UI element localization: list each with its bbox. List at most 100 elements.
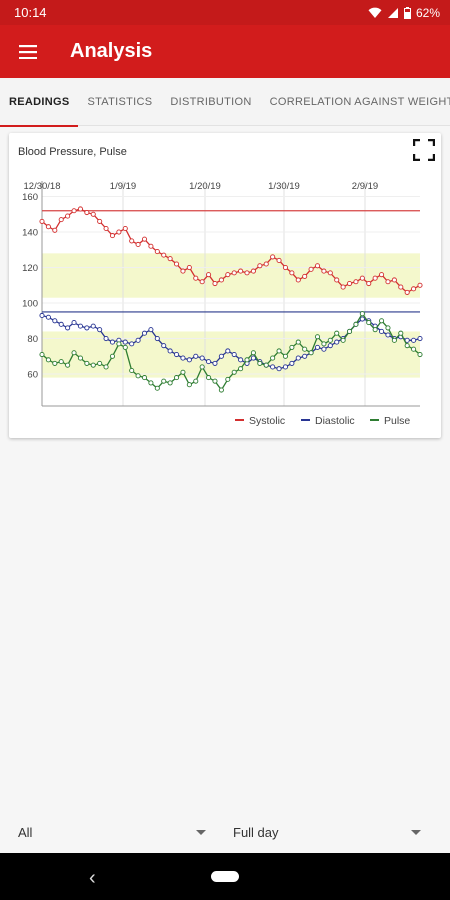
data-point-diastolic (141, 330, 148, 336)
chart-title: Blood Pressure, Pulse (18, 146, 127, 158)
data-point-diastolic (109, 339, 116, 345)
data-point-systolic (193, 275, 199, 281)
data-point-diastolic (282, 364, 289, 370)
data-point-pulse (366, 320, 372, 326)
data-point-pulse (161, 378, 167, 384)
data-point-systolic (135, 241, 141, 248)
data-point-systolic (366, 280, 372, 287)
data-point-diastolic (103, 335, 109, 342)
data-point-pulse (411, 346, 417, 352)
data-point-pulse (282, 353, 289, 359)
data-point-pulse (186, 382, 192, 388)
menu-button[interactable] (0, 25, 56, 78)
data-point-pulse (289, 344, 295, 350)
data-point-diastolic (321, 346, 327, 352)
home-button[interactable] (211, 871, 239, 882)
data-point-systolic (199, 279, 205, 285)
tab-statistics[interactable]: STATISTICS (87, 95, 153, 108)
tab-distribution[interactable]: DISTRIBUTION (170, 95, 252, 108)
data-point-diastolic (58, 321, 64, 327)
data-point-pulse (109, 353, 116, 359)
data-point-diastolic (148, 327, 154, 333)
x-tick-label: 1/9/19 (110, 181, 136, 192)
data-point-diastolic (238, 357, 244, 363)
data-point-pulse (372, 327, 378, 333)
status-bar: 10:14 62% (0, 0, 450, 25)
data-point-diastolic (270, 364, 276, 370)
data-point-pulse (295, 339, 301, 345)
data-point-pulse (225, 376, 231, 382)
tab-correlation-against-weight[interactable]: CORRELATION AGAINST WEIGHT (269, 95, 450, 108)
filter-bar: All Full day (0, 812, 450, 852)
data-point-diastolic (199, 355, 205, 361)
data-point-pulse (148, 380, 154, 386)
data-point-pulse (77, 355, 83, 361)
filter-select-time-of-day[interactable]: Full day (215, 812, 430, 852)
data-point-pulse (52, 360, 58, 366)
data-point-systolic (141, 236, 148, 242)
back-button[interactable]: ‹ (89, 867, 96, 889)
data-point-diastolic (359, 316, 365, 322)
data-point-diastolic (193, 353, 199, 359)
battery-percent: 62% (415, 5, 440, 20)
data-point-diastolic (218, 353, 224, 359)
data-point-pulse (391, 337, 397, 343)
fullscreen-icon (412, 138, 436, 162)
data-point-systolic (225, 272, 231, 278)
data-point-diastolic (45, 314, 51, 320)
data-point-systolic (308, 266, 314, 272)
data-point-systolic (295, 277, 301, 283)
data-point-systolic (359, 275, 365, 281)
data-point-systolic (39, 218, 45, 224)
data-point-diastolic (289, 360, 295, 366)
signal-icon (387, 7, 398, 18)
data-point-pulse (97, 360, 103, 366)
data-point-systolic (97, 218, 103, 224)
data-point-systolic (276, 257, 282, 263)
filter-range-value: All (18, 824, 33, 840)
y-tick-label: 60 (27, 370, 38, 381)
data-point-diastolic (84, 325, 90, 331)
data-point-diastolic (295, 355, 301, 361)
data-point-systolic (154, 249, 160, 255)
y-tick-label: 80 (27, 334, 38, 345)
data-point-systolic (404, 289, 410, 295)
data-point-systolic (289, 270, 295, 276)
expand-button[interactable] (412, 138, 436, 162)
y-tick-label: 140 (22, 228, 38, 239)
data-point-systolic (116, 229, 122, 235)
data-point-systolic (206, 272, 212, 278)
data-point-diastolic (276, 366, 282, 372)
data-point-diastolic (180, 355, 186, 361)
data-point-diastolic (411, 337, 417, 343)
data-point-pulse (250, 350, 256, 356)
data-point-diastolic (97, 327, 103, 333)
data-point-systolic (263, 261, 269, 267)
tab-bar: READINGS STATISTICS DISTRIBUTION CORRELA… (0, 78, 450, 127)
data-point-pulse (180, 369, 186, 375)
data-point-systolic (314, 263, 321, 269)
legend-label-pulse: Pulse (384, 415, 410, 427)
data-point-pulse (71, 350, 77, 356)
data-point-pulse (199, 364, 205, 370)
data-point-diastolic (167, 348, 173, 354)
menu-icon (19, 44, 37, 59)
tab-readings[interactable]: READINGS (0, 78, 79, 127)
data-point-systolic (180, 268, 186, 274)
data-point-diastolic (52, 318, 58, 324)
data-point-systolic (148, 243, 154, 249)
data-point-diastolic (334, 339, 340, 345)
data-point-pulse (379, 318, 385, 324)
battery-icon (403, 6, 411, 19)
data-point-diastolic (250, 355, 256, 361)
data-point-diastolic (135, 337, 141, 343)
legend-label-systolic: Systolic (249, 415, 285, 427)
data-point-diastolic (90, 323, 96, 329)
data-point-systolic (212, 280, 218, 287)
data-point-diastolic (173, 351, 180, 358)
data-point-diastolic (302, 353, 308, 359)
data-point-diastolic (39, 312, 45, 319)
data-point-systolic (77, 206, 83, 212)
data-point-pulse (135, 373, 141, 379)
filter-select-range[interactable]: All (0, 812, 215, 852)
